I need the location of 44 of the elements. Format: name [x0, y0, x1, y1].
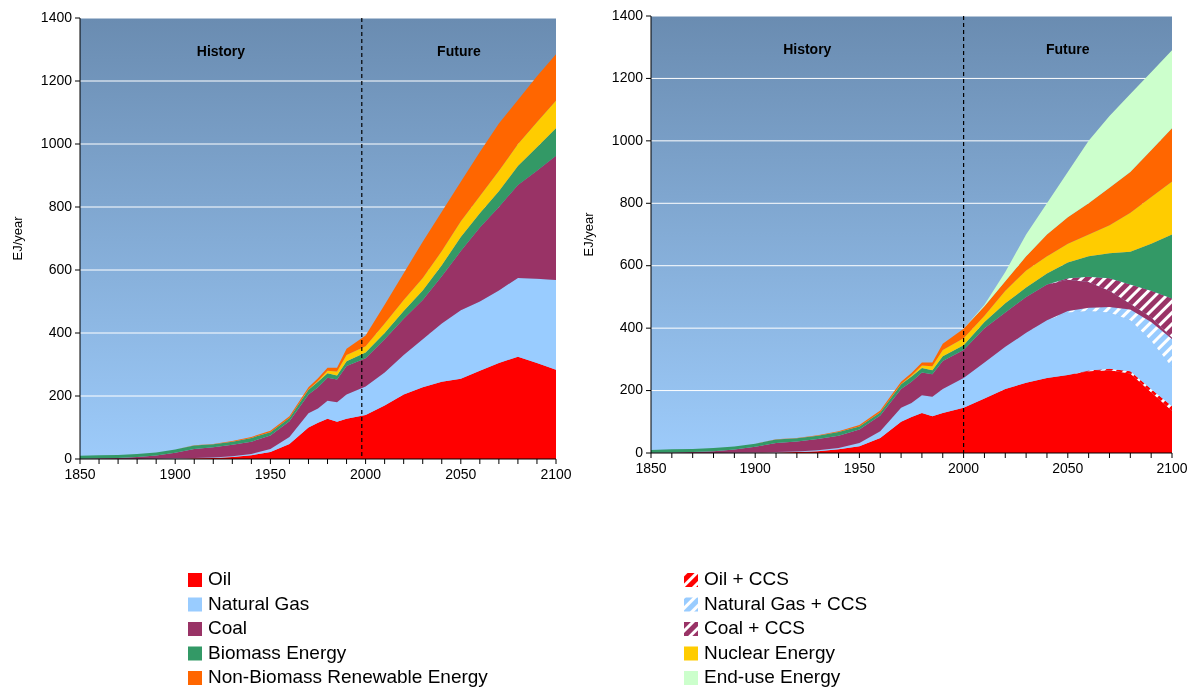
y-tick-label: 1200	[611, 69, 644, 86]
annotation: Future	[1046, 40, 1090, 57]
x-tick-label: 2050	[445, 466, 477, 482]
y-tick-label: 400	[619, 318, 644, 335]
y-axis-title: EJ/year	[10, 215, 25, 261]
x-tick-label: 1850	[635, 460, 667, 476]
x-tick-label: 2000	[350, 466, 382, 482]
y-tick-label: 400	[48, 323, 73, 340]
y-tick-label: 1400	[40, 8, 73, 25]
x-tick-label: 1950	[843, 460, 876, 476]
y-tick-label: 1200	[40, 71, 73, 88]
legend-label: Natural Gas	[208, 592, 310, 614]
y-tick-label: 1000	[611, 131, 644, 148]
y-tick-label: 0	[64, 449, 73, 466]
y-axis-title: EJ/year	[581, 211, 596, 257]
x-tick-label: 1850	[64, 466, 96, 482]
legend-label: Non-Biomass Renewable Energy	[208, 666, 489, 688]
x-tick-label: 1900	[739, 460, 771, 476]
legend-label: Natural Gas + CCS	[704, 592, 868, 614]
y-tick-label: 1000	[40, 134, 73, 151]
y-tick-label: 800	[619, 193, 644, 210]
y-tick-label: 0	[635, 443, 644, 460]
y-tick-label: 200	[48, 386, 73, 403]
y-tick-label: 600	[48, 260, 73, 277]
y-tick-label: 200	[619, 381, 644, 398]
legend-label: Oil + CCS	[704, 568, 789, 590]
x-tick-label: 1900	[159, 466, 191, 482]
x-tick-label: 2000	[948, 460, 980, 476]
x-tick-label: 2100	[1156, 460, 1188, 476]
legend-label: Coal	[208, 617, 248, 639]
x-tick-label: 1950	[254, 466, 287, 482]
legend-label: Biomass Energy	[208, 641, 347, 663]
y-tick-label: 600	[619, 256, 644, 273]
annotation: History	[783, 40, 832, 57]
annotation: Future	[437, 42, 481, 59]
x-tick-label: 2050	[1052, 460, 1084, 476]
y-tick-label: 1400	[611, 6, 644, 23]
legend-label: End-use Energy	[704, 666, 841, 688]
legend-label: Nuclear Energy	[704, 641, 836, 663]
y-tick-label: 800	[48, 197, 73, 214]
x-tick-label: 2100	[540, 466, 572, 482]
legend-label: Oil	[208, 568, 232, 590]
legend-label: Coal + CCS	[704, 617, 805, 639]
annotation: History	[196, 42, 246, 59]
